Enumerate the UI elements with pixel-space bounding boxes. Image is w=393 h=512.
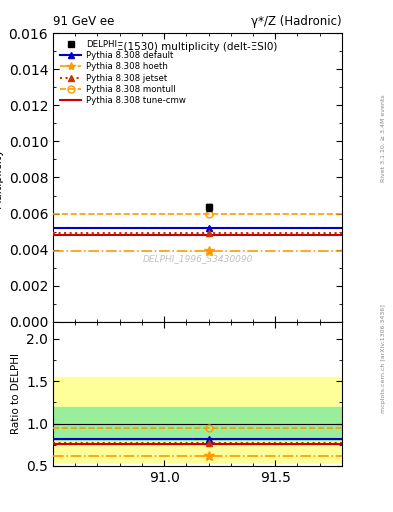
- Text: 91 GeV ee: 91 GeV ee: [53, 15, 114, 28]
- Text: γ*/Z (Hadronic): γ*/Z (Hadronic): [251, 15, 342, 28]
- Text: DELPHI_1996_S3430090: DELPHI_1996_S3430090: [142, 254, 253, 263]
- Y-axis label: Ratio to DELPHI: Ratio to DELPHI: [11, 353, 21, 434]
- Bar: [53, 377, 342, 462]
- Text: mcplots.cern.ch [arXiv:1306.3436]: mcplots.cern.ch [arXiv:1306.3436]: [381, 304, 386, 413]
- Y-axis label: Multiplicity: Multiplicity: [0, 147, 3, 208]
- Text: Rivet 3.1.10, ≥ 3.4M events: Rivet 3.1.10, ≥ 3.4M events: [381, 94, 386, 182]
- Bar: [53, 407, 342, 440]
- Text: Ξ(1530) multiplicity (delt-ΞSI0): Ξ(1530) multiplicity (delt-ΞSI0): [117, 42, 278, 52]
- Legend: DELPHI, Pythia 8.308 default, Pythia 8.308 hoeth, Pythia 8.308 jetset, Pythia 8.: DELPHI, Pythia 8.308 default, Pythia 8.3…: [57, 37, 188, 108]
